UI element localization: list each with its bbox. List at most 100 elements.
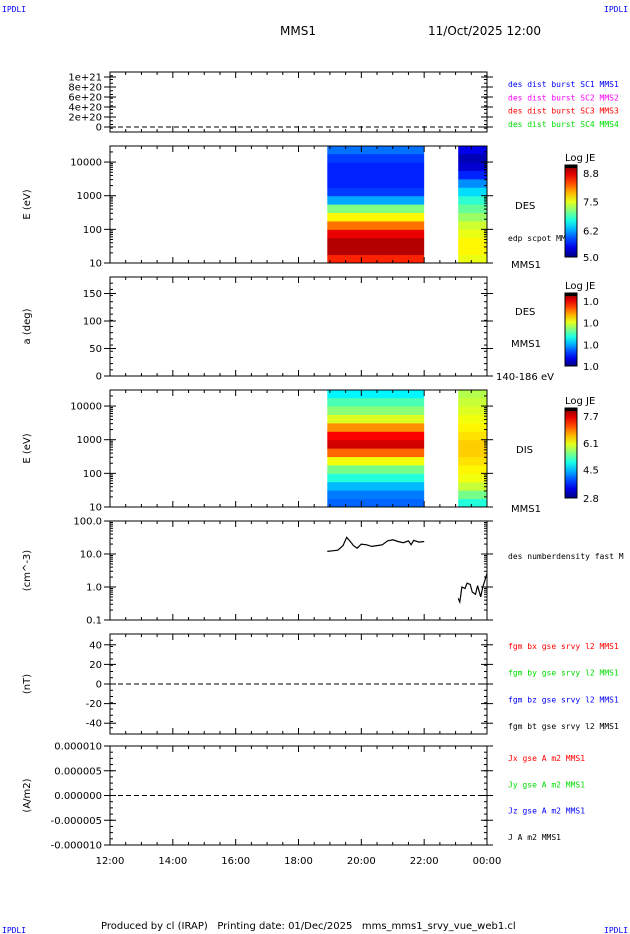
y-tick-label: 10000 xyxy=(70,402,102,413)
panel-6: -40 -20 0 20 40 (nT) fgm bx gse srvy l2 MMS1 fg… xyxy=(22,633,619,735)
spectrogram-cell xyxy=(458,212,487,222)
y-tick-label: 0 xyxy=(96,123,102,134)
panel-frame xyxy=(109,71,488,133)
colorbar-tick-label: 5.0 xyxy=(583,253,599,264)
corner-mark-bottom-right: IPDLI xyxy=(604,926,628,934)
spectrogram-cell xyxy=(327,212,425,222)
y-axis-label: (cm^-3) xyxy=(22,550,33,591)
spectrogram-cell xyxy=(327,439,425,449)
y-tick-label: 100 xyxy=(83,317,102,328)
y-tick-label: 1.0 xyxy=(86,583,102,594)
colorbar-tick-label: 2.8 xyxy=(583,494,599,505)
legend-entry: Jy gse A m2 MMS1 xyxy=(508,780,585,789)
spectrogram-cell xyxy=(458,187,487,197)
y-axis-label: E (eV) xyxy=(22,433,33,463)
panel-frame xyxy=(109,145,488,264)
spectrogram-cell xyxy=(327,422,425,432)
y-tick-label: 10 xyxy=(89,259,102,270)
spectrogram-cell xyxy=(458,237,487,247)
y-axis-label: a (deg) xyxy=(22,308,33,344)
x-tick-label: 12:00 xyxy=(96,856,125,867)
y-tick-label: 100 xyxy=(83,469,102,480)
spectrogram-cell xyxy=(458,406,487,415)
y-tick-label: 1000 xyxy=(77,435,102,446)
corner-mark-bottom-left: IPDLI xyxy=(2,926,26,934)
colorbar xyxy=(564,407,578,499)
mission-title: MMS1 xyxy=(280,24,316,38)
footer-text: Produced by cl (IRAP) Printing date: 01/… xyxy=(101,921,516,932)
legend-entry: des numberdensity fast M xyxy=(508,552,624,561)
legend-entry: fgm by gse srvy l2 MMS1 xyxy=(508,669,619,678)
spectrogram-cell xyxy=(458,390,487,399)
panel-frame xyxy=(109,520,488,621)
spectrogram-cell xyxy=(458,220,487,230)
spectrogram-cell xyxy=(458,431,487,441)
legend-entry: des dist burst SC3 MMS3 xyxy=(508,107,619,116)
y-tick-label: 10000 xyxy=(70,158,102,169)
spectrogram-cell xyxy=(327,170,425,180)
colorbar-top xyxy=(565,293,577,296)
y-tick-label: -20 xyxy=(86,699,102,710)
spectrogram-cell xyxy=(327,187,425,197)
x-tick-label: 20:00 xyxy=(347,856,376,867)
colorbar-tick-label: 4.5 xyxy=(583,466,599,477)
spectrogram-cell xyxy=(327,220,425,230)
panel-2: 10 100 1000 10000 E (eV) DES edp scpot MMS1 MMS… xyxy=(22,145,599,271)
spectrogram-cell xyxy=(458,229,487,239)
spectrogram-cell xyxy=(458,195,487,205)
colorbar xyxy=(564,292,578,367)
y-tick-label: -0.000005 xyxy=(51,816,102,827)
spectrogram-cell xyxy=(327,237,425,247)
y-tick-label: 6e+20 xyxy=(68,93,102,104)
corner-mark-top-left: IPDLI xyxy=(2,5,26,14)
spectrogram-cell xyxy=(458,439,487,449)
spectrogram-cell xyxy=(458,178,487,188)
y-tick-label: 10.0 xyxy=(80,550,102,561)
spectrogram-cell xyxy=(327,481,425,491)
x-tick-label: 22:00 xyxy=(410,856,439,867)
right-label: MMS1 xyxy=(511,260,541,271)
y-tick-label: 1000 xyxy=(77,191,102,202)
spectrogram-cell xyxy=(327,431,425,441)
y-tick-label: 0.1 xyxy=(86,616,102,627)
panel-frame xyxy=(109,276,488,377)
panel-7: -0.000010 -0.000005 0.000000 0.000005 0.0000… xyxy=(22,742,585,852)
spectrogram-cell xyxy=(458,246,487,256)
y-tick-label: 0 xyxy=(96,680,102,691)
y-tick-label: 0.000005 xyxy=(54,766,102,777)
spectrogram-cell xyxy=(458,170,487,180)
spectrogram-cell xyxy=(458,473,487,483)
colorbar-title: Log JE xyxy=(565,396,595,407)
spectrogram-cell xyxy=(327,204,425,214)
spectrogram-cell xyxy=(327,498,425,508)
legend-entry: Jx gse A m2 MMS1 xyxy=(508,754,585,763)
colorbar-tick-label: 7.5 xyxy=(583,198,599,209)
density-line xyxy=(327,536,425,552)
y-tick-label: 20 xyxy=(89,660,102,671)
right-label: edp scpot MMS1 xyxy=(508,234,576,243)
spectrogram-cell xyxy=(327,456,425,466)
colorbar-tick-label: 8.8 xyxy=(583,169,599,180)
colorbar-tick-label: 1.0 xyxy=(583,319,599,330)
y-tick-label: 100 xyxy=(83,225,102,236)
colorbar-title: Log JE xyxy=(565,153,595,164)
x-tick-label: 16:00 xyxy=(221,856,250,867)
y-tick-label: 0.000010 xyxy=(54,742,102,753)
spectrogram-cell xyxy=(327,178,425,188)
legend-entry: fgm bx gse srvy l2 MMS1 xyxy=(508,642,619,651)
right-label: 140-186 eV xyxy=(496,372,554,383)
spectrogram-cell xyxy=(327,397,425,407)
density-line xyxy=(457,573,488,605)
datetime-title: 11/Oct/2025 12:00 xyxy=(428,24,541,38)
spectrogram-cell xyxy=(327,464,425,474)
x-tick-label: 14:00 xyxy=(158,856,187,867)
y-tick-label: 100.0 xyxy=(73,517,102,528)
spectrogram-cell xyxy=(458,397,487,407)
right-label: DES xyxy=(515,307,535,318)
right-label: DES xyxy=(515,201,535,212)
colorbar-tick-label: 1.0 xyxy=(583,340,599,351)
spectrogram-cell xyxy=(327,490,425,500)
y-tick-label: -40 xyxy=(86,719,102,730)
